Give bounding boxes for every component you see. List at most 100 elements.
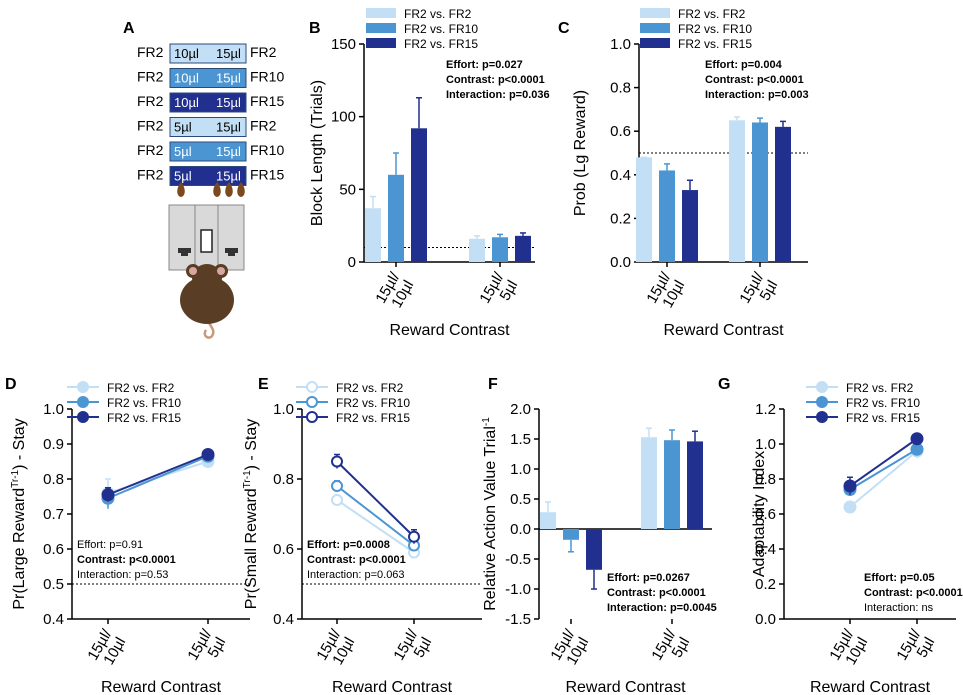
bar [492,237,508,262]
y-tick-label: 0.5 [510,491,531,508]
reward-bar [169,68,247,88]
row-right-label: FR10 [250,69,284,85]
legend-marker [816,411,828,423]
row-right-label: FR2 [250,118,277,134]
stats-text: Interaction: p=0.063 [307,569,405,581]
y-axis-label: Relative Action Value Trial-1 [481,417,499,611]
legend-swatch [366,38,396,48]
y-tick-label: 0 [348,254,356,271]
row-left-label: FR2 [137,44,164,60]
x-tick-label: 15µl/10µl [84,626,129,672]
y-tick-label: -1.0 [505,581,531,598]
stats-text: Effort: p=0.0008 [307,539,390,551]
x-axis-label: Reward Contrast [810,679,931,695]
y-axis-label-main: Block Length (Trials) [309,80,326,226]
stats-text: Effort: p=0.05 [864,572,935,584]
panel-a: A FR2 10µl 15µl FR2 FR2 10µl 15µl FR10 FR2 10µl 15… [123,20,284,339]
y-tick-label: 0.6 [610,123,631,140]
y-tick-label: 100 [331,109,356,126]
legend-label: FR2 vs. FR15 [404,37,478,51]
y-tick-label: 0.2 [755,576,776,593]
stats-text: Interaction: p=0.53 [77,569,168,581]
data-point [331,455,343,468]
legend-label: FR2 vs. FR10 [846,396,920,410]
y-tick-label: 0.6 [755,506,776,523]
x-axis-label: Reward Contrast [663,322,784,339]
reward-bar [169,43,247,64]
legend-label: FR2 vs. FR10 [678,22,752,36]
stats-text: Contrast: p<0.0001 [307,554,406,566]
pellet-group [177,182,245,197]
row-small-volume: 5µl [174,120,192,135]
data-point [910,432,924,446]
x-tick-label: 15µl/10µl [372,269,417,315]
series-line [849,437,918,487]
y-tick-label: 0.6 [273,541,294,558]
y-tick-label: 0.0 [510,521,531,538]
row-left-label: FR2 [137,142,164,158]
y-tick-label: -1.5 [505,611,531,628]
y-axis-label: Pr(Large RewardTr-1) - Stay [10,418,28,609]
reward-bar [169,166,247,186]
panel-c: C 0.0 0.2 0.4 0.6 0.8 1.0 15µl/10µl 15µl/5µl Prob… [558,7,809,339]
x-axis-label: Reward Contrast [101,679,222,695]
bar [469,238,485,262]
pellet-icon [177,182,185,197]
bar [682,190,698,262]
row-right-label: FR15 [250,93,284,109]
data-point [101,488,115,502]
panel-letter: D [5,376,17,393]
pellet-icon [213,182,221,197]
y-axis-label-main: Adaptability Index [751,451,768,577]
x-axis-label: Reward Contrast [332,679,453,695]
bar [563,529,579,540]
legend-label: FR2 vs. FR15 [846,411,920,425]
bar [411,128,427,262]
bar [752,122,768,262]
y-axis-label: Adaptability Index [751,451,768,577]
x-tick-label: 15µl/5µl [184,626,229,672]
x-tick-label: 15µl/5µl [476,269,521,315]
panel-letter: G [718,376,730,393]
legend-swatch [366,23,396,33]
row-large-volume: 15µl [216,120,241,135]
legend-swatch [640,23,670,33]
x-tick-label: 15µl/10µl [643,269,688,315]
series-line [336,485,415,547]
pellet-icon [225,182,233,197]
row-right-label: FR15 [250,167,284,183]
panel-g: G 0.0 0.2 0.4 0.6 0.8 1.0 1.2 15µl/10µl 15µl/5µl A… [718,376,963,695]
y-tick-label: 0.4 [43,611,64,628]
series-line [336,460,415,538]
row-small-volume: 5µl [174,144,192,159]
data-point [331,494,343,506]
legend-label: FR2 vs. FR10 [336,396,410,410]
legend-swatch [366,8,396,18]
data-point [331,480,343,492]
x-axis-label: Reward Contrast [565,679,686,695]
y-tick-label: 1.2 [755,401,776,418]
data-point [910,442,924,456]
y-tick-label: -0.5 [505,551,531,568]
y-tick-label: 0.7 [43,506,64,523]
legend-marker [77,381,89,393]
x-axis-label: Reward Contrast [389,322,510,339]
data-point [843,500,857,514]
x-tick-label: 15µl/5µl [736,269,781,315]
panel-letter: F [488,376,498,393]
legend-label: FR2 vs. FR15 [336,411,410,425]
stats-text: Interaction: p=0.003 [705,89,809,101]
legend-label: FR2 vs. FR2 [846,381,914,395]
legend-marker [816,396,828,408]
bar [775,126,791,262]
y-tick-label: 1.0 [43,401,64,418]
panel-b: B 0 50 100 150 15µl/10µl 15µl/5µl Block Length … [309,7,550,339]
bar [729,120,745,262]
legend-label: FR2 vs. FR15 [678,37,752,51]
series-line [336,499,415,554]
bar [641,437,657,529]
data-point [408,530,420,543]
data-point [843,479,857,493]
